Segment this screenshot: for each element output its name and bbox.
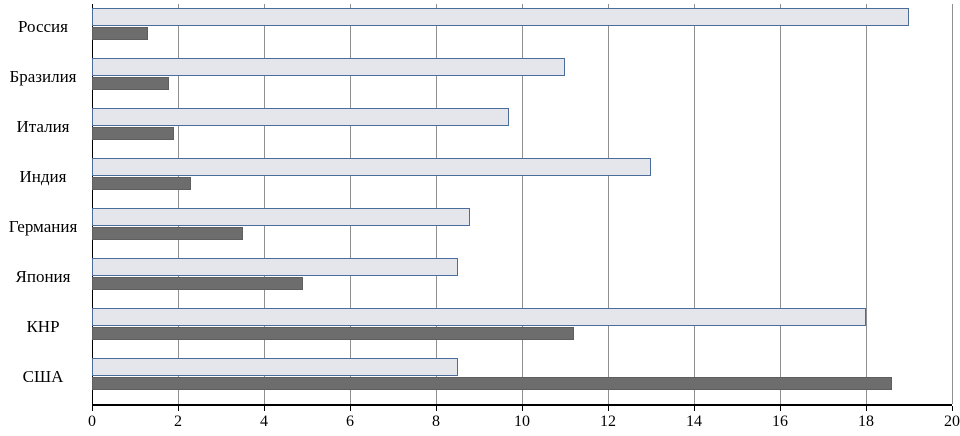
bar-group [92,304,952,354]
x-tick-mark [92,406,93,411]
bar-group [92,54,952,104]
gridline [264,4,265,404]
y-axis-label: США [22,367,64,386]
x-tick-mark [350,406,351,411]
bar-dark [92,377,892,390]
gridline [350,4,351,404]
gridline [694,4,695,404]
x-tick-mark [780,406,781,411]
bar-dark [92,327,574,340]
x-tick-label: 12 [600,413,616,430]
x-tick-label: 8 [432,413,440,430]
bar-light [92,258,458,276]
bar-dark [92,177,191,190]
x-tick-mark [264,406,265,411]
x-tick-label: 18 [858,413,874,430]
y-axis-line [92,4,93,404]
x-tick-label: 10 [514,413,530,430]
x-tick-mark [866,406,867,411]
bar-group [92,4,952,54]
x-tick-mark [522,406,523,411]
x-tick-mark [608,406,609,411]
x-tick-label: 2 [174,413,182,430]
x-tick-mark [436,406,437,411]
gridline [866,4,867,404]
bar-dark [92,27,148,40]
bar-dark [92,127,174,140]
y-axis-label: Россия [18,17,68,36]
gridline [608,4,609,404]
y-axis-label: Италия [16,117,70,136]
y-axis-label: Германия [8,217,78,236]
x-tick-mark [178,406,179,411]
y-axis-labels: Россия Бразилия Италия Индия Германия Япония К… [0,4,86,404]
x-tick-mark [694,406,695,411]
gridline [436,4,437,404]
bar-dark [92,277,303,290]
plot-area [92,4,953,406]
bar-light [92,208,471,226]
bar-light [92,108,510,126]
y-axis-label: КНР [26,317,60,336]
bar-group [92,154,952,204]
bar-dark [92,77,170,90]
x-tick-label: 6 [346,413,354,430]
y-axis-label: Индия [19,167,67,186]
x-tick-label: 16 [772,413,788,430]
bar-group [92,204,952,254]
gridline [952,4,953,404]
bar-dark [92,227,243,240]
x-tick-mark [952,406,953,411]
y-axis-label: Япония [15,267,71,286]
gridline [780,4,781,404]
bar-group [92,254,952,304]
bar-group [92,104,952,154]
gridline [178,4,179,404]
bar-light [92,8,909,26]
bar-group [92,354,952,404]
bar-light [92,308,866,326]
x-axis: 0 2 4 6 8 10 12 14 16 18 20 [88,406,960,436]
bar-light [92,158,651,176]
y-axis-label: Бразилия [9,67,77,86]
x-tick-label: 4 [260,413,268,430]
bar-light [92,58,565,76]
bar-light [92,358,458,376]
gridline [522,4,523,404]
x-tick-label: 20 [944,413,960,430]
x-tick-label: 0 [88,413,96,430]
x-tick-label: 14 [686,413,702,430]
